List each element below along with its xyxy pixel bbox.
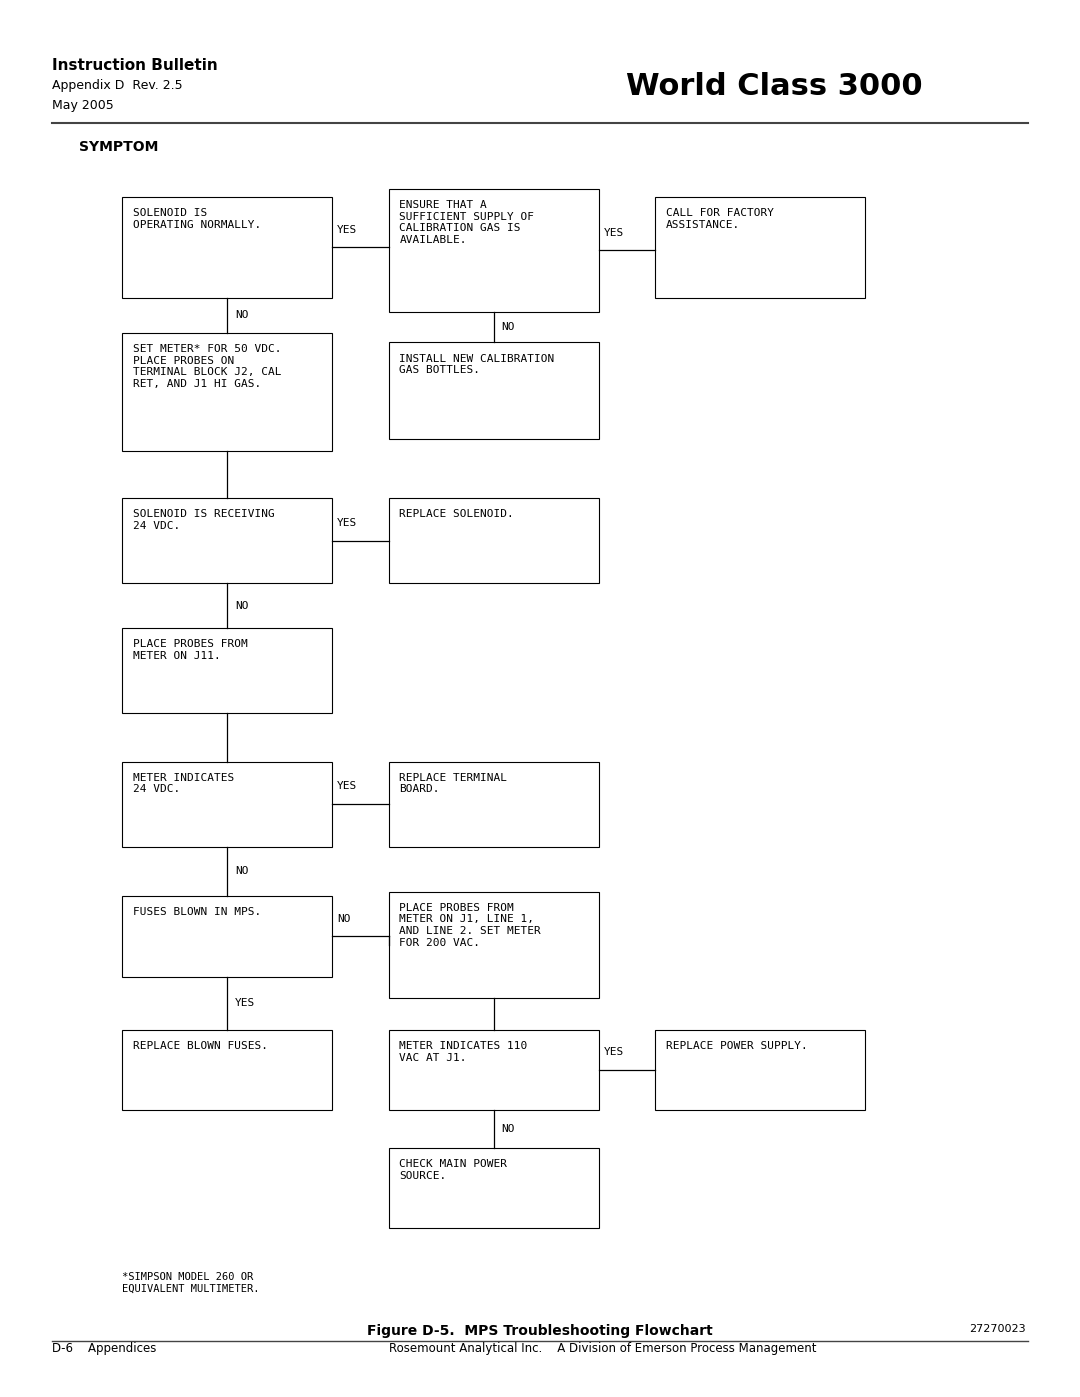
Text: CHECK MAIN POWER
SOURCE.: CHECK MAIN POWER SOURCE. [400, 1160, 508, 1180]
Text: D-6    Appendices: D-6 Appendices [52, 1343, 157, 1355]
Text: YES: YES [337, 781, 357, 792]
Text: YES: YES [337, 518, 357, 528]
Text: SOLENOID IS RECEIVING
24 VDC.: SOLENOID IS RECEIVING 24 VDC. [133, 510, 274, 531]
Text: METER INDICATES 110
VAC AT J1.: METER INDICATES 110 VAC AT J1. [400, 1041, 528, 1063]
Text: NO: NO [501, 1125, 515, 1134]
Text: PLACE PROBES FROM
METER ON J11.: PLACE PROBES FROM METER ON J11. [133, 640, 247, 661]
Text: REPLACE SOLENOID.: REPLACE SOLENOID. [400, 510, 514, 520]
Text: Rosemount Analytical Inc.    A Division of Emerson Process Management: Rosemount Analytical Inc. A Division of … [389, 1343, 816, 1355]
Text: SET METER* FOR 50 VDC.
PLACE PROBES ON
TERMINAL BLOCK J2, CAL
RET, AND J1 HI GAS: SET METER* FOR 50 VDC. PLACE PROBES ON T… [133, 344, 282, 388]
Text: NO: NO [235, 601, 248, 610]
Text: FUSES BLOWN IN MPS.: FUSES BLOWN IN MPS. [133, 908, 261, 918]
Text: May 2005: May 2005 [52, 99, 113, 112]
Text: INSTALL NEW CALIBRATION
GAS BOTTLES.: INSTALL NEW CALIBRATION GAS BOTTLES. [400, 353, 555, 376]
Text: REPLACE TERMINAL
BOARD.: REPLACE TERMINAL BOARD. [400, 773, 508, 795]
Text: NO: NO [337, 914, 350, 923]
Text: 27270023: 27270023 [970, 1324, 1026, 1334]
Text: CALL FOR FACTORY
ASSISTANCE.: CALL FOR FACTORY ASSISTANCE. [666, 208, 774, 231]
Text: YES: YES [604, 228, 624, 237]
Text: REPLACE POWER SUPPLY.: REPLACE POWER SUPPLY. [666, 1041, 808, 1051]
Text: YES: YES [235, 999, 255, 1009]
Text: Appendix D  Rev. 2.5: Appendix D Rev. 2.5 [52, 80, 183, 92]
Text: World Class 3000: World Class 3000 [626, 71, 923, 101]
Text: NO: NO [501, 323, 515, 332]
Text: NO: NO [235, 310, 248, 320]
Text: *SIMPSON MODEL 260 OR
EQUIVALENT MULTIMETER.: *SIMPSON MODEL 260 OR EQUIVALENT MULTIME… [122, 1271, 259, 1294]
Text: REPLACE BLOWN FUSES.: REPLACE BLOWN FUSES. [133, 1041, 268, 1051]
Text: Figure D-5.  MPS Troubleshooting Flowchart: Figure D-5. MPS Troubleshooting Flowchar… [367, 1324, 713, 1338]
Text: SYMPTOM: SYMPTOM [79, 140, 158, 154]
Text: YES: YES [337, 225, 357, 235]
Text: Instruction Bulletin: Instruction Bulletin [52, 57, 217, 73]
Text: SOLENOID IS
OPERATING NORMALLY.: SOLENOID IS OPERATING NORMALLY. [133, 208, 261, 231]
Text: NO: NO [235, 866, 248, 876]
Text: METER INDICATES
24 VDC.: METER INDICATES 24 VDC. [133, 773, 234, 795]
Text: PLACE PROBES FROM
METER ON J1, LINE 1,
AND LINE 2. SET METER
FOR 200 VAC.: PLACE PROBES FROM METER ON J1, LINE 1, A… [400, 902, 541, 947]
Text: ENSURE THAT A
SUFFICIENT SUPPLY OF
CALIBRATION GAS IS
AVAILABLE.: ENSURE THAT A SUFFICIENT SUPPLY OF CALIB… [400, 200, 535, 244]
Text: YES: YES [604, 1048, 624, 1058]
